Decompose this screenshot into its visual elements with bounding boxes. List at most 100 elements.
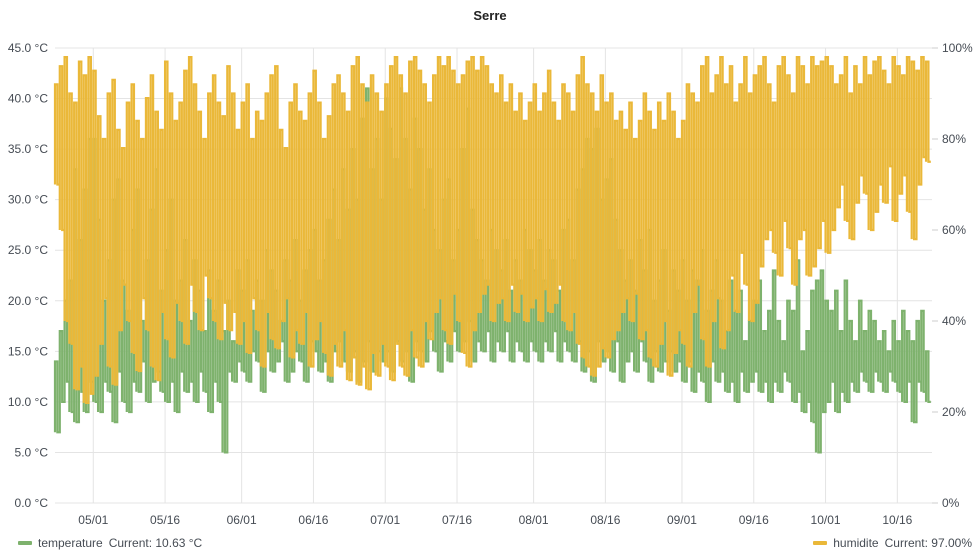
humidite-daily-range — [667, 93, 671, 376]
temperature-daily-range — [246, 260, 249, 382]
humidite-daily-range — [715, 75, 718, 299]
temperature-daily-range — [452, 260, 455, 332]
humidite-daily-range — [83, 75, 87, 403]
temperature-daily-range — [64, 300, 67, 382]
y-left-tick-label: 40.0 °C — [8, 92, 48, 106]
humidite-daily-range — [638, 120, 642, 340]
temperature-daily-range — [830, 310, 833, 382]
temperature-daily-range — [270, 270, 273, 372]
humidite-daily-range — [323, 139, 326, 353]
humidite-daily-range — [921, 57, 924, 158]
temperature-daily-range — [782, 341, 785, 372]
humidite-daily-range — [658, 102, 661, 344]
humidite-daily-range — [112, 79, 115, 385]
temperature-daily-range — [543, 280, 546, 342]
humidite-daily-range — [777, 66, 781, 276]
humidite-daily-range — [538, 111, 541, 321]
temperature-daily-range — [634, 290, 637, 372]
humidite-daily-range — [222, 116, 225, 303]
temperature-daily-range — [509, 290, 513, 362]
humidite-daily-range — [902, 75, 905, 176]
humidite-daily-range — [806, 84, 809, 276]
humidite-daily-range — [380, 111, 383, 344]
humidite-daily-range — [801, 66, 805, 230]
y-right-tick-label: 20% — [942, 405, 966, 419]
temperature-daily-range — [59, 331, 63, 402]
humidite-daily-range — [466, 61, 469, 367]
humidite-daily-range — [299, 111, 302, 344]
humidite-daily-range — [375, 93, 379, 376]
temperature-daily-range — [763, 331, 766, 382]
humidite-daily-range — [772, 102, 776, 253]
legend-item-humidite[interactable]: humidite Current: 97.00% — [813, 536, 972, 550]
humidite-daily-range — [327, 116, 331, 376]
humidite-daily-range — [882, 70, 886, 203]
temperature-daily-range — [643, 270, 647, 362]
temperature-series — [53, 87, 931, 454]
temperature-daily-range — [562, 230, 565, 342]
humidite-daily-range — [260, 120, 264, 367]
temperature-daily-range — [466, 108, 469, 322]
temperature-daily-range — [308, 250, 312, 342]
humidite-daily-range — [701, 66, 704, 340]
temperature-daily-range — [849, 321, 852, 382]
temperature-daily-range — [701, 250, 704, 382]
temperature-daily-range — [189, 321, 192, 382]
temperature-daily-range — [327, 219, 331, 382]
humidite-daily-range — [212, 75, 216, 321]
temperature-daily-range — [600, 199, 603, 362]
temperature-daily-range — [122, 280, 125, 402]
humidite-daily-range — [509, 84, 513, 285]
humidite-daily-range — [294, 84, 297, 331]
temperature-daily-range — [753, 300, 757, 372]
humidite-daily-range — [442, 66, 446, 331]
temperature-daily-range — [921, 310, 924, 392]
temperature-daily-range — [787, 300, 790, 382]
humidite-daily-range — [236, 129, 240, 344]
temperature-daily-range — [897, 341, 900, 392]
humidite-daily-range — [720, 57, 723, 349]
humidite-line — [53, 56, 931, 404]
temperature-daily-range — [863, 331, 867, 382]
humidite-daily-range — [863, 57, 867, 194]
temperature-daily-range — [212, 310, 216, 382]
humidite-daily-range — [586, 84, 589, 367]
humidite-daily-range — [763, 57, 766, 240]
temperature-daily-range — [289, 280, 292, 372]
humidite-daily-range — [547, 70, 551, 312]
x-tick-label: 08/16 — [590, 513, 620, 527]
humidite-daily-range — [93, 70, 96, 376]
temperature-daily-range — [720, 300, 723, 372]
temperature-daily-range — [356, 199, 359, 382]
temperature-daily-range — [102, 300, 106, 382]
y-right-tick-label: 40% — [942, 314, 966, 328]
humidite-daily-range — [710, 93, 714, 321]
temperature-daily-range — [614, 219, 618, 342]
humidite-daily-range — [437, 57, 441, 299]
humidite-daily-range — [428, 102, 431, 340]
humidite-daily-range — [461, 75, 465, 353]
legend-item-temperature[interactable]: temperature Current: 10.63 °C — [18, 536, 202, 550]
y-left-tick-label: 0.0 °C — [15, 496, 49, 510]
temperature-daily-range — [902, 310, 905, 402]
humidite-daily-range — [911, 61, 915, 240]
temperature-daily-range — [514, 260, 517, 342]
temperature-daily-range — [394, 159, 398, 342]
humidite-daily-range — [811, 57, 814, 267]
humidite-daily-range — [141, 139, 144, 299]
humidite-daily-range — [524, 120, 527, 321]
humidite-daily-range — [433, 75, 436, 312]
humidite-daily-range — [303, 120, 307, 312]
temperature-daily-range — [423, 209, 426, 362]
temperature-daily-range — [653, 300, 656, 352]
humidite-daily-range — [892, 57, 895, 221]
temperature-daily-range — [208, 270, 211, 412]
y-right-tick-label: 0% — [942, 496, 960, 510]
humidite-daily-range — [98, 116, 101, 344]
temperature-daily-range — [284, 260, 288, 382]
humidite-daily-range — [619, 111, 623, 312]
temperature-daily-range — [739, 290, 742, 372]
humidite-daily-range — [495, 93, 498, 303]
humidite-daily-range — [595, 111, 599, 367]
humidite-daily-range — [859, 84, 862, 176]
